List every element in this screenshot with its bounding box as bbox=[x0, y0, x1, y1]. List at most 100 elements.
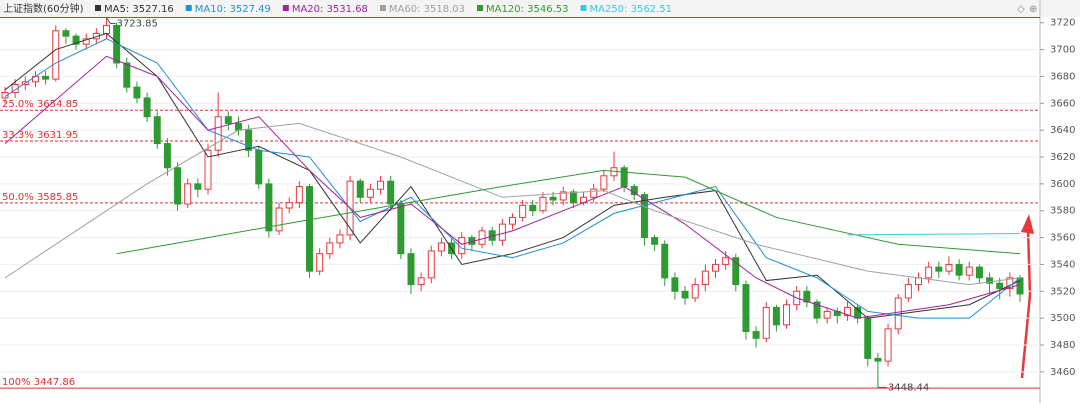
legend-label: MA250: 3562.51 bbox=[589, 4, 671, 15]
candle-body bbox=[996, 282, 1004, 290]
candle-body bbox=[549, 196, 557, 201]
chart-title: 上证指数(60分钟) bbox=[3, 2, 84, 15]
candle-body bbox=[153, 116, 161, 145]
candle-body bbox=[103, 24, 110, 34]
candle-body bbox=[539, 196, 547, 212]
legend-swatch bbox=[477, 5, 484, 11]
candle-body bbox=[143, 97, 151, 118]
legend: 上证指数(60分钟) bbox=[3, 2, 84, 15]
candle-body bbox=[1016, 277, 1024, 295]
candle-body bbox=[42, 75, 50, 80]
candle-body bbox=[306, 186, 313, 272]
candle-body bbox=[275, 207, 283, 232]
candle-body bbox=[356, 180, 364, 198]
candle-body bbox=[407, 253, 415, 286]
ma-line bbox=[4, 32, 1021, 319]
candle-body bbox=[437, 242, 445, 252]
candle-body bbox=[224, 116, 232, 124]
candle-body bbox=[945, 263, 953, 272]
candle-body bbox=[864, 317, 872, 359]
candle-body bbox=[427, 250, 435, 279]
candle-body bbox=[529, 204, 537, 212]
y-tick-label: 3640 bbox=[1050, 125, 1075, 136]
icon[interactable]: ◇ bbox=[1017, 4, 1025, 15]
candle-body bbox=[935, 266, 943, 272]
ma-line bbox=[4, 38, 1021, 319]
legend-label: MA20: 3531.68 bbox=[292, 4, 368, 15]
icon[interactable]: ⊕ bbox=[1029, 4, 1037, 15]
candle-body bbox=[691, 284, 699, 299]
candle-body bbox=[915, 277, 922, 286]
legend-swatch bbox=[580, 5, 587, 11]
candle-body bbox=[661, 243, 669, 279]
candle-body bbox=[255, 149, 263, 185]
pointer bbox=[106, 17, 116, 25]
y-tick-label: 3480 bbox=[1050, 340, 1075, 351]
candle-body bbox=[326, 242, 334, 255]
legend-label: MA5: 3527.16 bbox=[104, 4, 174, 15]
candle-body bbox=[640, 194, 648, 239]
candle-body bbox=[52, 30, 60, 80]
candle-body bbox=[478, 230, 486, 245]
candle-body bbox=[559, 191, 567, 201]
header-bar bbox=[0, 0, 1080, 17]
y-tick-label: 3660 bbox=[1050, 98, 1075, 109]
candle-body bbox=[285, 202, 293, 209]
ma-line bbox=[116, 169, 1021, 255]
y-tick-label: 3500 bbox=[1050, 313, 1075, 324]
candle-body bbox=[925, 266, 933, 279]
high-annotation: 3723.85 bbox=[117, 19, 158, 30]
legend-swatch bbox=[282, 5, 289, 11]
candle-body bbox=[82, 38, 90, 45]
candle-body bbox=[387, 180, 395, 205]
candle-body bbox=[11, 83, 19, 94]
candle-body bbox=[590, 188, 598, 198]
candle-body bbox=[681, 290, 689, 299]
candle-body bbox=[265, 183, 273, 232]
candle-body bbox=[204, 149, 212, 190]
level-label: 50.0% 3585.85 bbox=[2, 192, 78, 203]
legend-label: MA10: 3527.49 bbox=[195, 4, 271, 15]
y-tick-label: 3700 bbox=[1050, 45, 1075, 56]
y-tick-label: 3620 bbox=[1050, 152, 1075, 163]
candle-body bbox=[986, 277, 994, 284]
arrow-head bbox=[1021, 214, 1034, 234]
y-tick-label: 3560 bbox=[1050, 233, 1075, 244]
candle-body bbox=[569, 191, 577, 204]
legend-label: MA120: 3546.53 bbox=[486, 4, 568, 15]
legend-swatch bbox=[95, 5, 101, 11]
candle-body bbox=[701, 270, 709, 286]
y-tick-label: 3600 bbox=[1050, 179, 1075, 190]
y-tick-label: 3580 bbox=[1050, 206, 1075, 217]
candle-body bbox=[975, 266, 983, 279]
candle-body bbox=[620, 167, 628, 188]
candle-body bbox=[336, 234, 344, 244]
candle-body bbox=[732, 257, 740, 286]
ma-line bbox=[847, 233, 1021, 236]
candle-body bbox=[1, 92, 9, 99]
candle-body bbox=[904, 284, 912, 299]
candle-body bbox=[498, 223, 506, 241]
candle-body bbox=[772, 306, 780, 326]
candle-body bbox=[722, 257, 730, 265]
legend-swatch bbox=[185, 5, 192, 11]
candle-body bbox=[123, 62, 131, 88]
legend-label: MA60: 3518.03 bbox=[389, 4, 465, 15]
candle-body bbox=[742, 284, 750, 333]
candle-body bbox=[874, 357, 882, 362]
candle-body bbox=[366, 188, 374, 198]
candle-body bbox=[133, 86, 141, 99]
y-tick-label: 3680 bbox=[1050, 71, 1075, 82]
candle-body bbox=[245, 129, 253, 151]
y-tick-label: 3520 bbox=[1050, 286, 1075, 297]
candle-body bbox=[651, 237, 659, 245]
candle-body bbox=[174, 167, 182, 205]
low-annotation: 3448.44 bbox=[888, 382, 929, 393]
candle-body bbox=[163, 143, 171, 169]
y-tick-label: 3540 bbox=[1050, 259, 1075, 270]
candle-body bbox=[62, 30, 70, 37]
y-tick-label: 3720 bbox=[1050, 18, 1075, 29]
candle-body bbox=[417, 277, 425, 286]
candle-body bbox=[783, 304, 791, 326]
